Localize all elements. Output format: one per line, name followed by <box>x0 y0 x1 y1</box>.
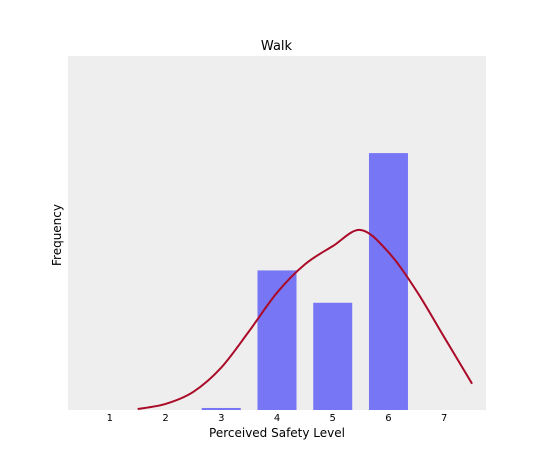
x-tick-label-3: 3 <box>218 413 224 424</box>
bar-6 <box>369 153 408 410</box>
chart-title: Walk <box>261 39 293 54</box>
bar-3 <box>202 408 241 410</box>
x-tick-label-4: 4 <box>274 413 280 424</box>
bar-5 <box>313 303 352 410</box>
x-tick-label-2: 2 <box>162 413 168 424</box>
x-tick-label-7: 7 <box>441 413 447 424</box>
x-tick-label-6: 6 <box>385 413 391 424</box>
y-axis-label: Frequency <box>50 204 64 266</box>
x-tick-labels: 1 2 3 4 5 6 7 <box>107 413 448 424</box>
x-tick-label-5: 5 <box>330 413 336 424</box>
x-axis-label: Perceived Safety Level <box>209 426 345 440</box>
x-tick-label-1: 1 <box>107 413 113 424</box>
